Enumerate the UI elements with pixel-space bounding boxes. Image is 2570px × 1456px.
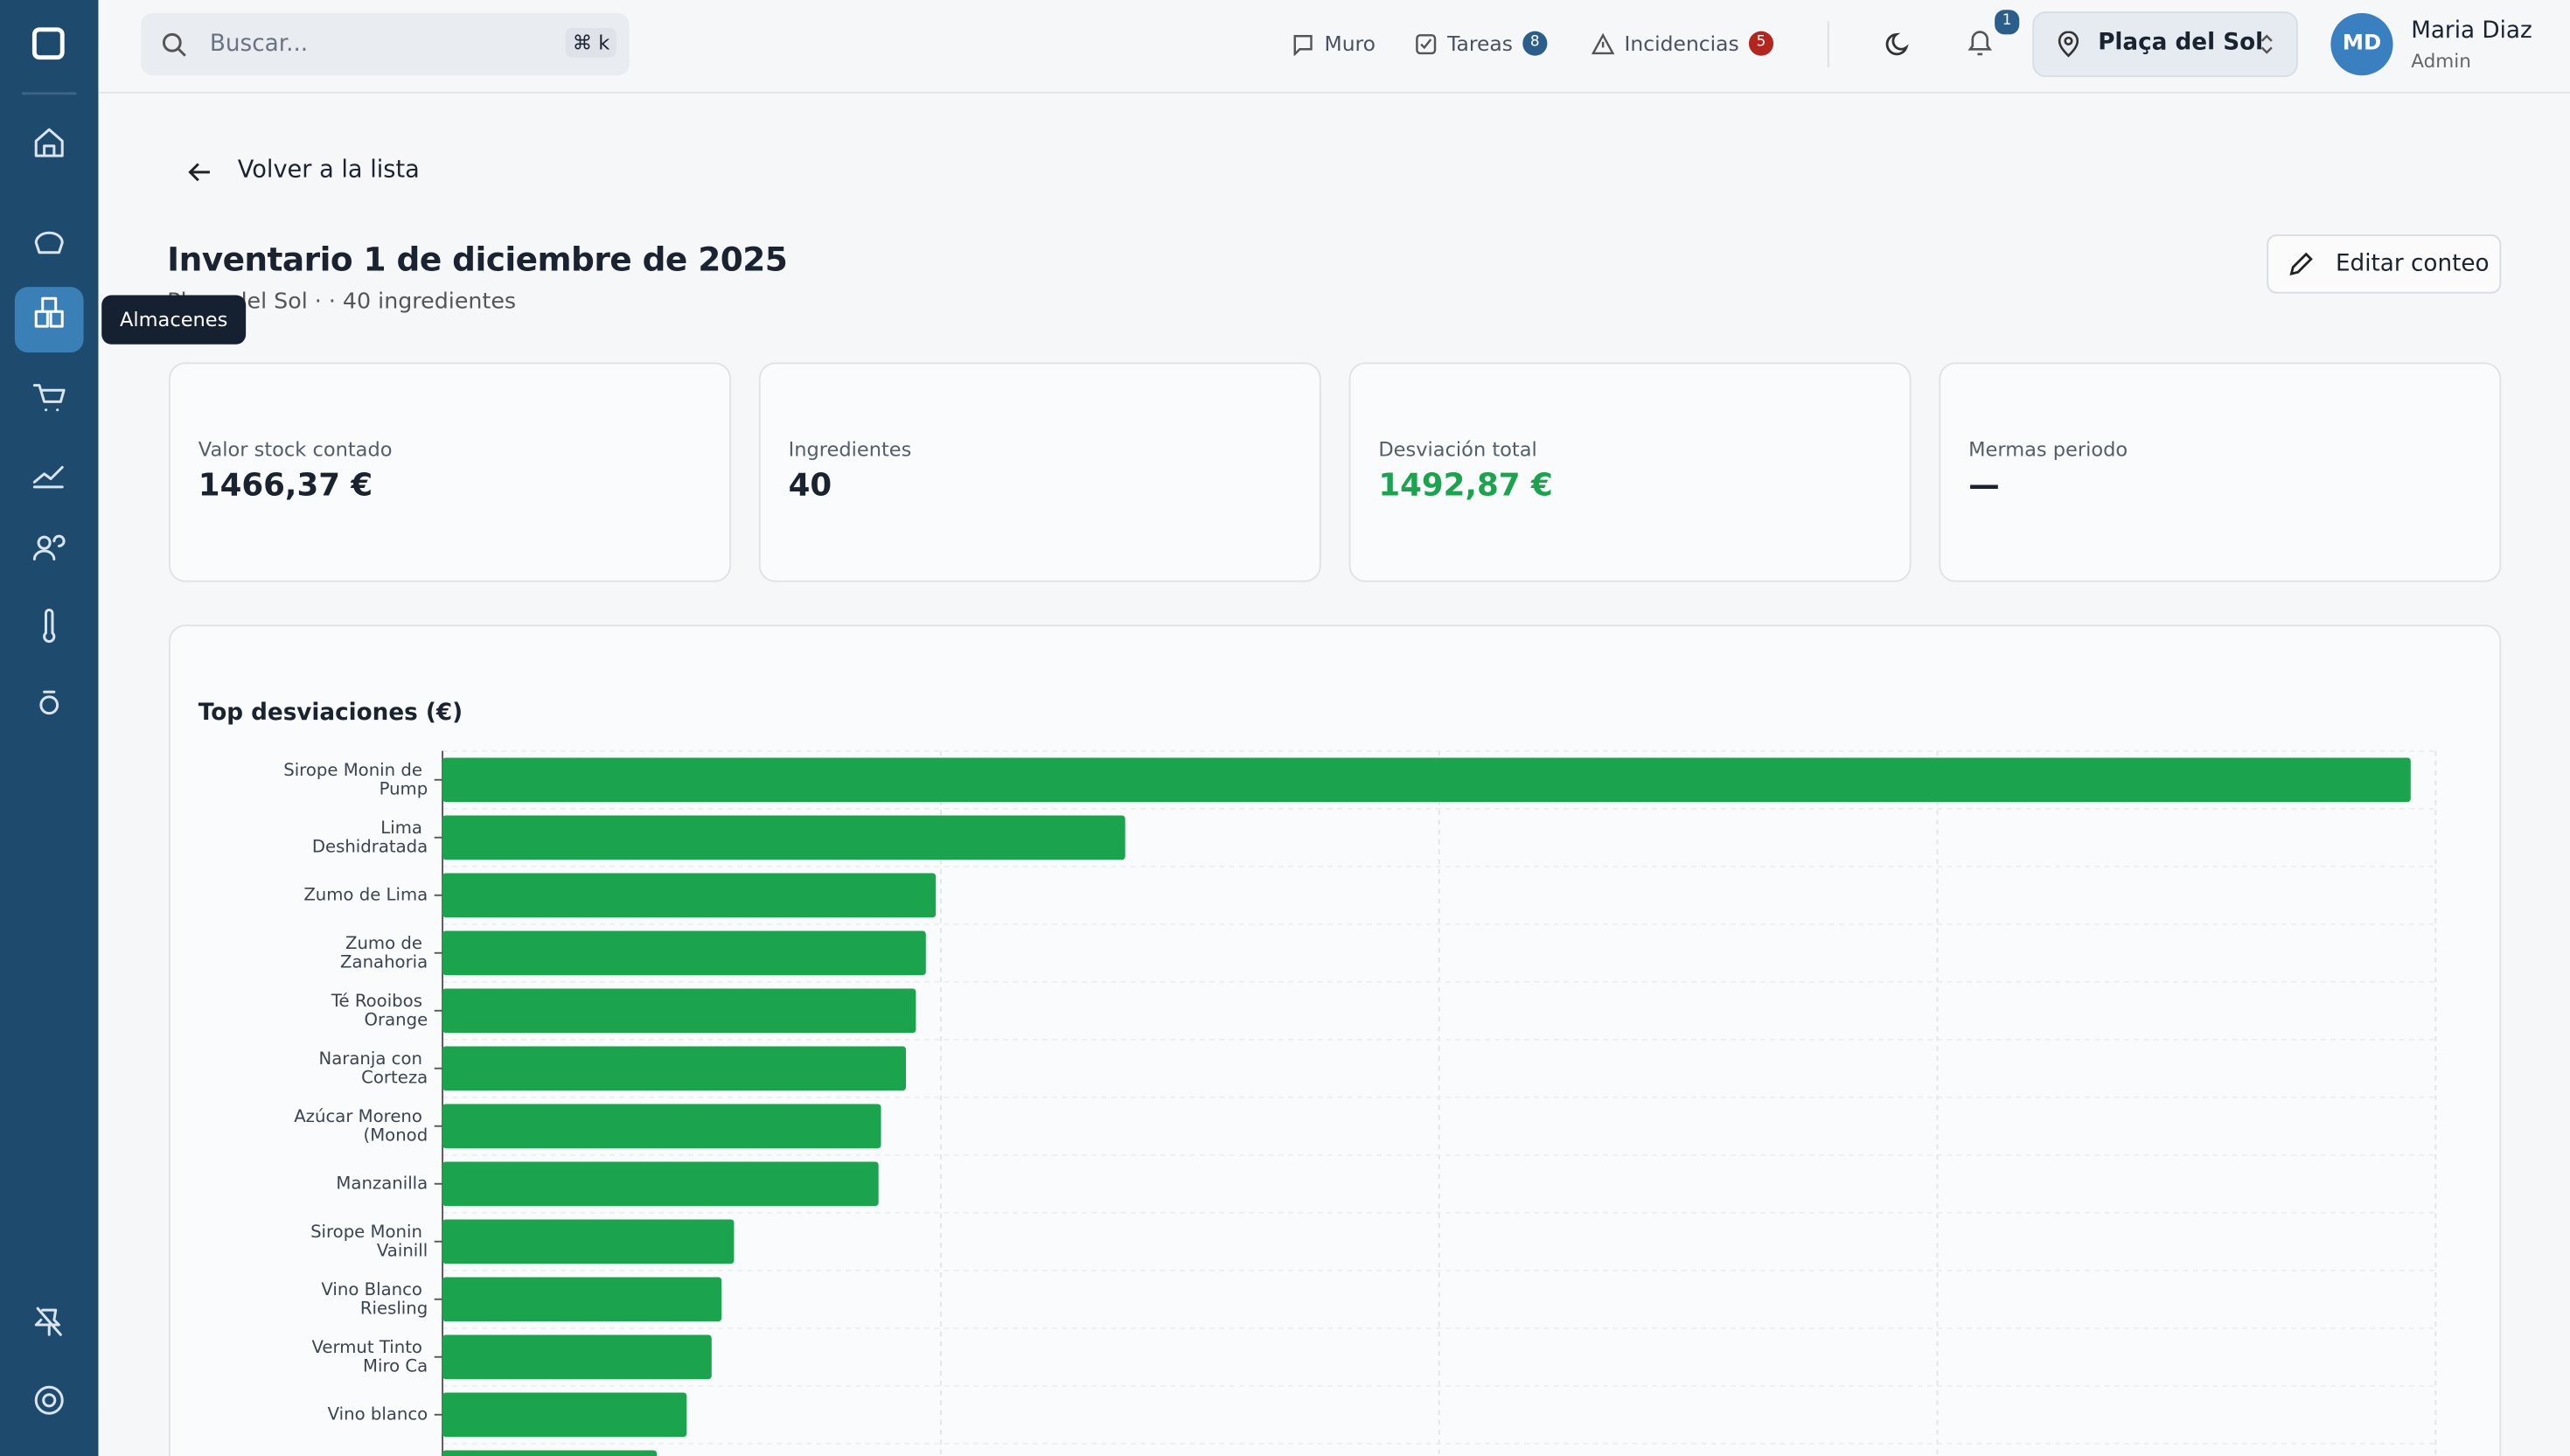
divider (1827, 21, 1829, 67)
stat-label: Ingredientes (788, 437, 912, 461)
y-tick-label: Vermut Tinto Miro Ca (312, 1336, 428, 1376)
y-tick-label: Vino Blanco Riesling (321, 1278, 428, 1318)
bar (442, 1219, 735, 1264)
y-tick-label: Manzanilla (336, 1173, 428, 1193)
avatar[interactable]: MD (2330, 13, 2393, 76)
y-tick-label: Zumo de Zanahoria (340, 932, 428, 972)
y-tick-label: Azúcar Moreno (Monod (294, 1105, 428, 1145)
user-role: Admin (2411, 49, 2471, 73)
bar (442, 815, 1125, 860)
nav-label: Muro (1324, 31, 1376, 56)
nav-label: Tareas (1447, 31, 1513, 56)
stat-value: 1492,87 € (1378, 467, 1553, 504)
bar (442, 873, 937, 918)
help-icon[interactable] (34, 1385, 64, 1415)
stat-value: 40 (788, 467, 832, 504)
y-tick-label: Té Rooibos Orange (331, 990, 428, 1029)
location: Plaça del Sol (2098, 29, 2264, 56)
edit-label: Editar conteo (2335, 250, 2490, 277)
stat-card: Mermas periodo — (1939, 362, 2502, 582)
back-link[interactable]: Volver a la lista (237, 157, 420, 184)
bar (442, 1104, 881, 1149)
logo (31, 27, 65, 60)
cart-icon[interactable] (32, 384, 66, 412)
y-tick-label: Zumo de Lima (303, 884, 428, 904)
chart: Top desviaciones (€) Sirope Monin de Pum… (198, 700, 2437, 1456)
nav-muro[interactable]: Muro (1292, 31, 1376, 56)
search-placeholder: Buscar... (209, 31, 309, 58)
stat-value: 1466,37 € (198, 467, 373, 504)
shortcut: ⌘ k (566, 27, 616, 58)
bar (442, 1392, 687, 1438)
user-name: Maria Diaz (2411, 17, 2532, 45)
sidebar-icons (14, 27, 84, 1415)
bar (442, 988, 916, 1034)
nav-label: Incidencias (1624, 31, 1739, 56)
stat-card: Valor stock contado 1466,37 € (169, 362, 731, 582)
bar (442, 757, 2411, 803)
y-tick-label: Sirope Monin de Pump (283, 759, 428, 798)
search-box[interactable]: Buscar... ⌘ k (141, 13, 630, 76)
y-tick-label: Vino blanco (328, 1404, 428, 1424)
stat-value: — (1968, 467, 2000, 504)
stat-label: Desviación total (1378, 437, 1537, 461)
stat-label: Valor stock contado (198, 437, 393, 461)
back-arrow[interactable] (187, 159, 213, 185)
thermo-icon[interactable] (43, 609, 56, 644)
bar (442, 1334, 712, 1380)
sidebar (0, 0, 99, 1456)
topbar: Buscar... ⌘ k Muro Tareas 8 Incidencias … (98, 0, 2570, 94)
timer-icon[interactable] (39, 695, 59, 715)
notif-badge: 1 (1991, 6, 2023, 38)
y-tick-label: Lima Deshidratada (312, 817, 428, 856)
y-tick-label: Sirope Monin Vainill (310, 1221, 428, 1260)
bar (442, 1046, 907, 1091)
kitchen-icon[interactable] (34, 231, 64, 254)
nav-tareas[interactable]: Tareas 8 (1415, 31, 1548, 56)
tooltip: Almacenes (101, 295, 247, 345)
y-tick-label: Naranja con Corteza (318, 1048, 428, 1087)
search-icon (162, 32, 186, 57)
nav-incidencias[interactable]: Incidencias 5 (1591, 31, 1774, 56)
chart-icon[interactable] (32, 465, 64, 489)
page-title: Inventario 1 de diciembre de 2025 (167, 239, 788, 279)
people-icon[interactable] (37, 535, 52, 550)
bar (442, 930, 926, 976)
badge: 8 (1522, 31, 1548, 56)
theme-toggle[interactable] (1885, 30, 1915, 59)
badge: 5 (1749, 31, 1774, 56)
warehouse-icon[interactable] (34, 296, 64, 328)
home-icon[interactable] (34, 128, 64, 157)
bar (442, 1450, 658, 1456)
edit-button[interactable]: Editar conteo (2267, 234, 2502, 294)
unpin-icon[interactable] (34, 1306, 62, 1336)
chart-title: Top desviaciones (€) (198, 700, 463, 726)
bar (442, 1161, 879, 1207)
bar (442, 1277, 722, 1322)
location-picker[interactable]: Plaça del Sol (2032, 11, 2298, 78)
stat-card: Ingredientes 40 (758, 362, 1321, 582)
stat-card: Desviación total 1492,87 € (1348, 362, 1912, 582)
active-item[interactable] (14, 287, 84, 353)
stat-label: Mermas periodo (1968, 437, 2128, 461)
bell[interactable] (1965, 28, 1995, 59)
